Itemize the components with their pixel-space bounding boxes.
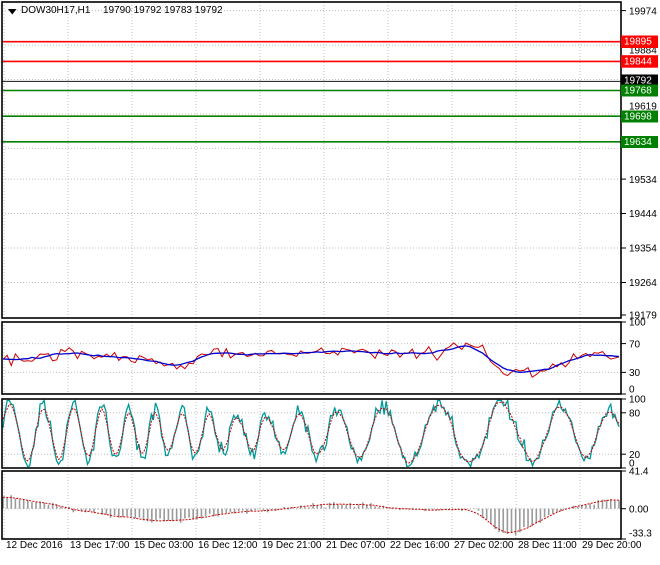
svg-text:28 Dec 11:00: 28 Dec 11:00 <box>518 540 577 551</box>
svg-text:100: 100 <box>629 318 646 329</box>
svg-text:70: 70 <box>629 339 641 350</box>
svg-text:13 Dec 17:00: 13 Dec 17:00 <box>70 540 130 551</box>
svg-text:30: 30 <box>629 368 641 379</box>
svg-text:19634: 19634 <box>624 137 652 148</box>
svg-text:80: 80 <box>629 409 641 420</box>
svg-text:19895: 19895 <box>624 37 652 48</box>
svg-text:-33.3: -33.3 <box>629 529 652 540</box>
svg-text:21 Dec 07:00: 21 Dec 07:00 <box>326 540 386 551</box>
svg-text:16 Dec 12:00: 16 Dec 12:00 <box>198 540 258 551</box>
svg-text:19790 19792 19783 19792: 19790 19792 19783 19792 <box>103 5 223 16</box>
svg-text:19264: 19264 <box>629 278 657 289</box>
svg-text:19844: 19844 <box>624 56 652 67</box>
svg-text:12 Dec 2016: 12 Dec 2016 <box>6 540 63 551</box>
svg-text:27 Dec 02:00: 27 Dec 02:00 <box>454 540 514 551</box>
svg-text:19 Dec 21:00: 19 Dec 21:00 <box>262 540 322 551</box>
svg-text:19444: 19444 <box>629 209 657 220</box>
svg-text:DOW30H17,H1: DOW30H17,H1 <box>21 5 91 16</box>
svg-text:19698: 19698 <box>624 111 652 122</box>
svg-text:19768: 19768 <box>624 85 652 96</box>
svg-text:19974: 19974 <box>629 6 657 17</box>
svg-text:19534: 19534 <box>629 175 657 186</box>
svg-text:41.4: 41.4 <box>629 467 649 478</box>
svg-text:15 Dec 03:00: 15 Dec 03:00 <box>134 540 194 551</box>
svg-text:22 Dec 16:00: 22 Dec 16:00 <box>390 540 450 551</box>
svg-text:19354: 19354 <box>629 244 657 255</box>
svg-text:29 Dec 20:00: 29 Dec 20:00 <box>582 540 642 551</box>
svg-text:0.00: 0.00 <box>629 504 649 515</box>
svg-text:100: 100 <box>629 395 646 406</box>
